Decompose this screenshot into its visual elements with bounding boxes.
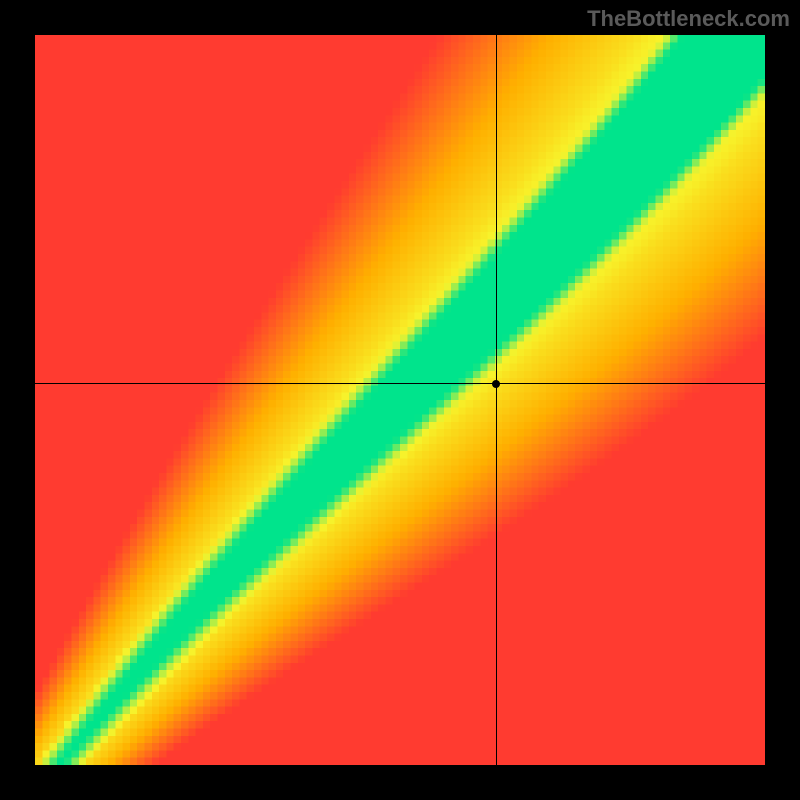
crosshair-marker (492, 380, 500, 388)
bottleneck-heatmap (35, 35, 765, 765)
watermark-text: TheBottleneck.com (587, 6, 790, 32)
crosshair-vertical (496, 35, 497, 765)
crosshair-horizontal (35, 383, 765, 384)
